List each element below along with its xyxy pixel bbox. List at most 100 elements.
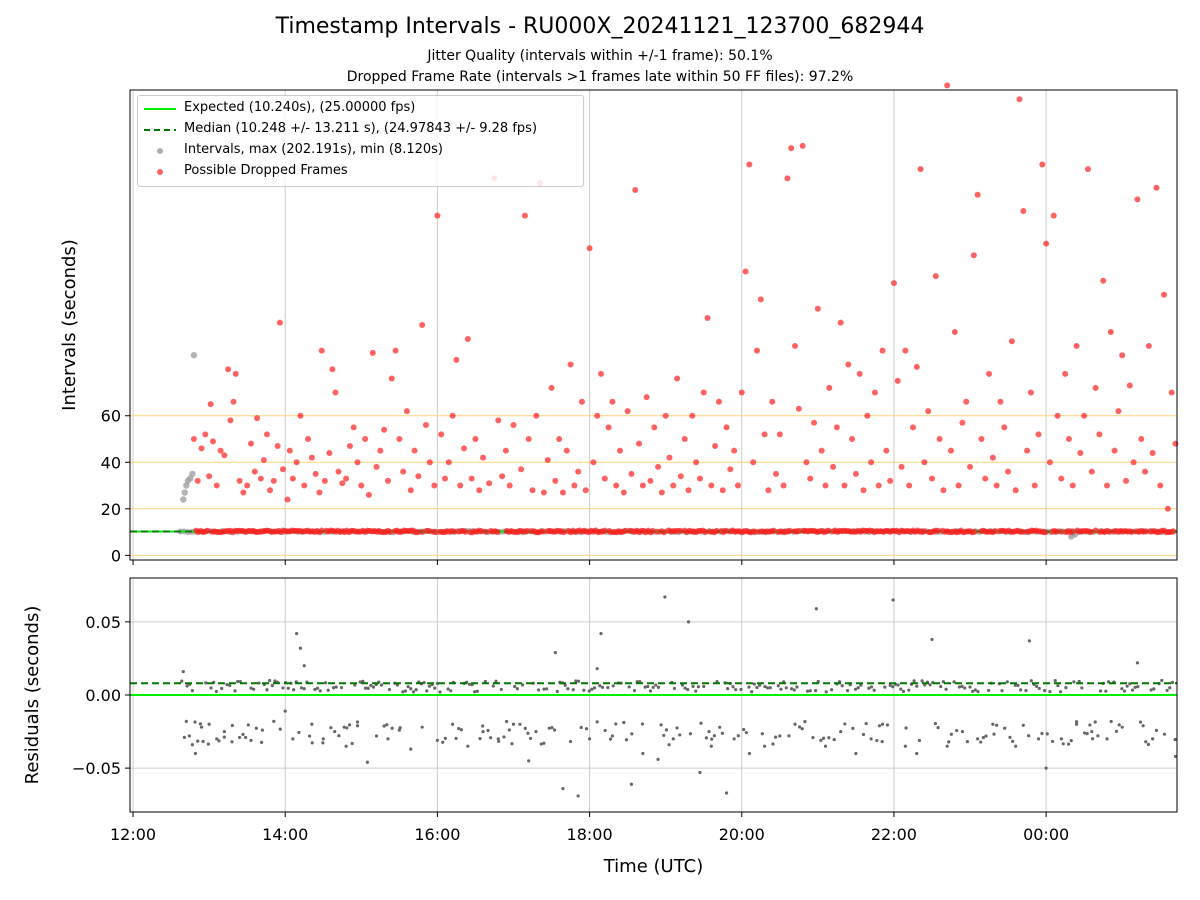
residual-point (813, 688, 818, 693)
dropped-frame-point (940, 487, 947, 494)
dropped-frame-point (377, 447, 384, 454)
residual-point (896, 683, 900, 687)
dropped-frame-point (704, 315, 711, 322)
residual-point (1173, 737, 1177, 742)
dropped-frame-point (651, 424, 658, 431)
residual-point (523, 726, 527, 730)
dropped-frame-point (597, 370, 604, 377)
residual-point (1019, 688, 1023, 692)
residual-point (190, 743, 194, 747)
dropped-frame-point (284, 496, 291, 503)
residual-point (1105, 737, 1109, 741)
residual-point (939, 685, 943, 689)
dropped-frame-point (811, 419, 818, 426)
residual-point (731, 685, 735, 689)
residual-point (215, 737, 219, 741)
residual-point (872, 688, 876, 692)
dropped-frame-point (719, 487, 726, 494)
dropped-frame-point (601, 527, 608, 534)
residual-point (1160, 678, 1164, 683)
residual-point (1141, 724, 1145, 728)
residual-point (505, 719, 509, 724)
residual-point (1120, 725, 1124, 729)
residual-point (800, 727, 804, 731)
dropped-frame-point (438, 431, 445, 438)
residual-point (518, 722, 522, 726)
dropped-frame-point (750, 459, 757, 466)
residual-point (566, 687, 570, 691)
residual-point (486, 728, 490, 733)
dropped-frame-point (654, 528, 661, 535)
interval-point (181, 489, 188, 496)
solid-green-line-icon (144, 108, 176, 110)
residual-point (643, 685, 647, 689)
residual-point (334, 685, 338, 689)
dropped-frame-point (586, 245, 593, 252)
residual-point (571, 688, 575, 692)
residual-point (744, 731, 748, 735)
dropped-frame-point (1081, 412, 1088, 419)
interval-point (180, 496, 187, 503)
residual-point (552, 728, 557, 732)
dropped-frame-point (662, 412, 669, 419)
residual-point (1122, 689, 1127, 693)
dropped-frame-point (613, 482, 620, 489)
dropped-frame-point (1019, 528, 1026, 535)
residual-point (880, 722, 885, 726)
dropped-frame-point (190, 436, 197, 443)
dropped-frame-point (403, 408, 410, 415)
dropped-frame-point (339, 480, 346, 487)
residual-point (699, 721, 703, 725)
residual-point (1056, 684, 1060, 688)
dropped-frame-point (1088, 468, 1095, 475)
residual-point (1045, 732, 1049, 736)
residual-point (696, 685, 700, 689)
residual-point (483, 679, 487, 684)
dropped-frame-point (1092, 384, 1099, 391)
residual-point (829, 688, 834, 692)
dropped-frame-point (1012, 487, 1019, 494)
residual-point (204, 681, 208, 685)
legend-item-median: Median (10.248 +/- 13.211 s), (24.97843 … (138, 120, 583, 140)
residual-point (1144, 740, 1148, 744)
residual-point (1074, 720, 1079, 724)
dropped-frame-point (318, 527, 325, 534)
residual-point (414, 688, 418, 692)
residual-point (595, 667, 599, 671)
dropped-frame-point (713, 528, 720, 535)
dropped-frame-point (752, 528, 759, 535)
residual-point (283, 709, 287, 713)
dropped-frame-point (1054, 412, 1061, 419)
residual-point (1120, 687, 1124, 691)
dropped-frame-point (571, 482, 578, 489)
residual-point (382, 724, 386, 728)
residual-point (358, 680, 362, 684)
dropped-frame-point (354, 459, 361, 466)
residual-point (755, 685, 759, 690)
dropped-frame-point (677, 527, 684, 534)
residual-point (821, 736, 826, 740)
y-tick-label: 40 (101, 453, 121, 472)
residual-point (632, 689, 637, 693)
residual-point (698, 770, 702, 775)
residual-point (401, 690, 405, 694)
residual-point (1114, 729, 1119, 733)
dropped-frame-point (207, 401, 214, 408)
dropped-frame-point (837, 319, 844, 326)
dropped-frame-point (575, 468, 582, 475)
residual-point (542, 741, 546, 745)
residual-point (776, 684, 780, 688)
dropped-frame-point (194, 477, 201, 484)
residual-point (869, 685, 874, 689)
residual-point (295, 631, 299, 636)
residual-point (446, 687, 450, 691)
y-tick-label: 0 (111, 546, 121, 565)
interval-point (190, 352, 198, 359)
dropped-frame-point (722, 527, 729, 534)
dropped-frame-point (1164, 505, 1171, 512)
dropped-frame-point (358, 482, 365, 489)
dropped-frame-point (894, 377, 901, 384)
residual-point (724, 791, 729, 795)
residual-point (880, 740, 884, 744)
residual-point (891, 685, 895, 689)
